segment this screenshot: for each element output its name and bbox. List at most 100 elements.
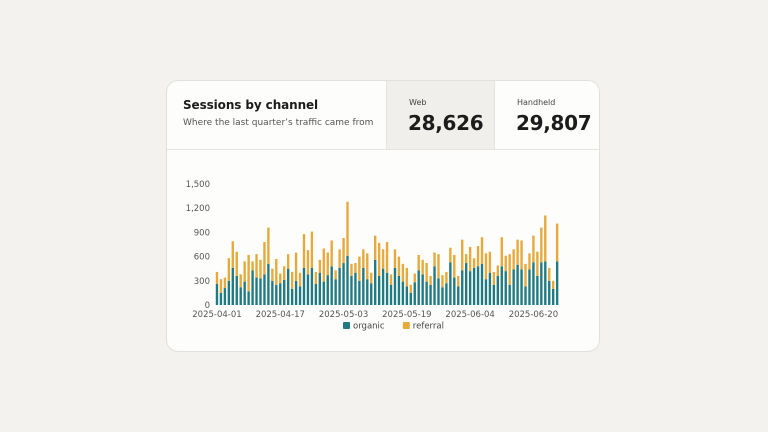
bar-referral[interactable]	[318, 259, 322, 273]
bar-referral[interactable]	[251, 261, 254, 271]
bar-referral[interactable]	[326, 252, 329, 276]
bar-organic[interactable]	[468, 271, 472, 305]
bar-organic[interactable]	[472, 267, 476, 305]
bar-referral[interactable]	[235, 251, 238, 276]
bar-referral[interactable]	[302, 234, 306, 268]
bar-organic[interactable]	[283, 279, 286, 305]
bar-referral[interactable]	[267, 227, 270, 264]
bar-referral[interactable]	[283, 266, 286, 280]
bar-organic[interactable]	[239, 287, 242, 305]
legend-label-referral[interactable]: referral	[413, 322, 444, 332]
bar-organic[interactable]	[370, 283, 373, 305]
bar-organic[interactable]	[413, 282, 416, 305]
bar-referral[interactable]	[306, 250, 310, 275]
bar-organic[interactable]	[326, 275, 329, 305]
bar-referral[interactable]	[540, 227, 543, 263]
bar-referral[interactable]	[552, 280, 555, 289]
bar-referral[interactable]	[520, 240, 523, 270]
bar-referral[interactable]	[453, 254, 456, 278]
bar-referral[interactable]	[381, 249, 385, 269]
bar-organic[interactable]	[520, 269, 523, 305]
bar-organic[interactable]	[330, 266, 333, 305]
bar-referral[interactable]	[275, 259, 278, 285]
bar-organic[interactable]	[358, 280, 361, 305]
bar-referral[interactable]	[516, 239, 519, 265]
bar-organic[interactable]	[251, 270, 254, 305]
bar-referral[interactable]	[508, 254, 511, 285]
bar-referral[interactable]	[441, 275, 444, 288]
bar-organic[interactable]	[263, 274, 266, 305]
bar-organic[interactable]	[480, 263, 484, 305]
bar-organic[interactable]	[314, 284, 318, 305]
bar-referral[interactable]	[409, 284, 412, 293]
bar-referral[interactable]	[322, 248, 325, 282]
bar-referral[interactable]	[405, 267, 409, 287]
bar-organic[interactable]	[374, 259, 377, 305]
bar-referral[interactable]	[429, 275, 432, 285]
bar-referral[interactable]	[528, 253, 531, 270]
bar-referral[interactable]	[389, 274, 393, 285]
bar-referral[interactable]	[421, 259, 424, 275]
bar-referral[interactable]	[548, 267, 551, 281]
bar-referral[interactable]	[472, 258, 476, 268]
bar-referral[interactable]	[362, 249, 365, 268]
bar-organic[interactable]	[294, 280, 298, 305]
bar-referral[interactable]	[350, 263, 353, 276]
bar-organic[interactable]	[532, 262, 535, 305]
bar-referral[interactable]	[263, 242, 266, 275]
bar-referral[interactable]	[223, 277, 227, 289]
bar-organic[interactable]	[405, 286, 409, 305]
bar-organic[interactable]	[548, 280, 551, 305]
kpi-web[interactable]: Web 28,626	[386, 81, 494, 149]
bar-organic[interactable]	[425, 281, 428, 305]
bar-organic[interactable]	[449, 262, 452, 305]
bar-referral[interactable]	[219, 279, 223, 293]
bar-organic[interactable]	[417, 270, 420, 305]
bar-organic[interactable]	[366, 279, 369, 305]
bar-referral[interactable]	[504, 255, 507, 272]
bar-referral[interactable]	[433, 252, 436, 267]
bar-referral[interactable]	[338, 249, 341, 268]
bar-organic[interactable]	[528, 269, 531, 305]
bar-organic[interactable]	[267, 263, 270, 305]
bar-organic[interactable]	[512, 269, 515, 305]
bar-referral[interactable]	[488, 251, 492, 273]
bar-referral[interactable]	[314, 271, 318, 285]
bar-organic[interactable]	[500, 266, 503, 305]
bar-referral[interactable]	[425, 263, 428, 282]
bar-organic[interactable]	[279, 283, 282, 305]
bar-referral[interactable]	[437, 254, 440, 279]
bar-organic[interactable]	[231, 267, 234, 305]
bar-organic[interactable]	[393, 267, 397, 305]
bar-organic[interactable]	[437, 278, 440, 305]
bar-organic[interactable]	[377, 275, 381, 305]
bar-referral[interactable]	[524, 263, 527, 287]
bar-referral[interactable]	[413, 273, 416, 283]
bar-organic[interactable]	[461, 270, 464, 305]
bar-organic[interactable]	[409, 292, 412, 305]
bar-organic[interactable]	[306, 274, 310, 305]
bar-organic[interactable]	[322, 281, 325, 305]
bar-organic[interactable]	[271, 280, 274, 305]
bar-organic[interactable]	[342, 263, 345, 305]
bar-referral[interactable]	[377, 242, 381, 276]
bar-organic[interactable]	[354, 272, 357, 305]
bar-referral[interactable]	[330, 240, 333, 267]
bar-organic[interactable]	[464, 263, 468, 305]
bar-referral[interactable]	[231, 241, 234, 268]
bar-organic[interactable]	[381, 268, 385, 305]
bar-organic[interactable]	[318, 272, 322, 305]
bar-referral[interactable]	[243, 261, 246, 282]
bar-referral[interactable]	[393, 249, 397, 268]
bar-referral[interactable]	[286, 254, 290, 269]
bar-referral[interactable]	[532, 235, 535, 263]
bar-organic[interactable]	[433, 266, 436, 305]
bar-organic[interactable]	[524, 286, 527, 305]
bar-organic[interactable]	[235, 275, 238, 305]
bar-organic[interactable]	[215, 284, 219, 305]
bar-organic[interactable]	[492, 284, 496, 305]
bar-referral[interactable]	[227, 258, 231, 281]
bar-referral[interactable]	[544, 215, 547, 262]
bar-referral[interactable]	[374, 235, 377, 260]
bar-organic[interactable]	[219, 292, 223, 305]
